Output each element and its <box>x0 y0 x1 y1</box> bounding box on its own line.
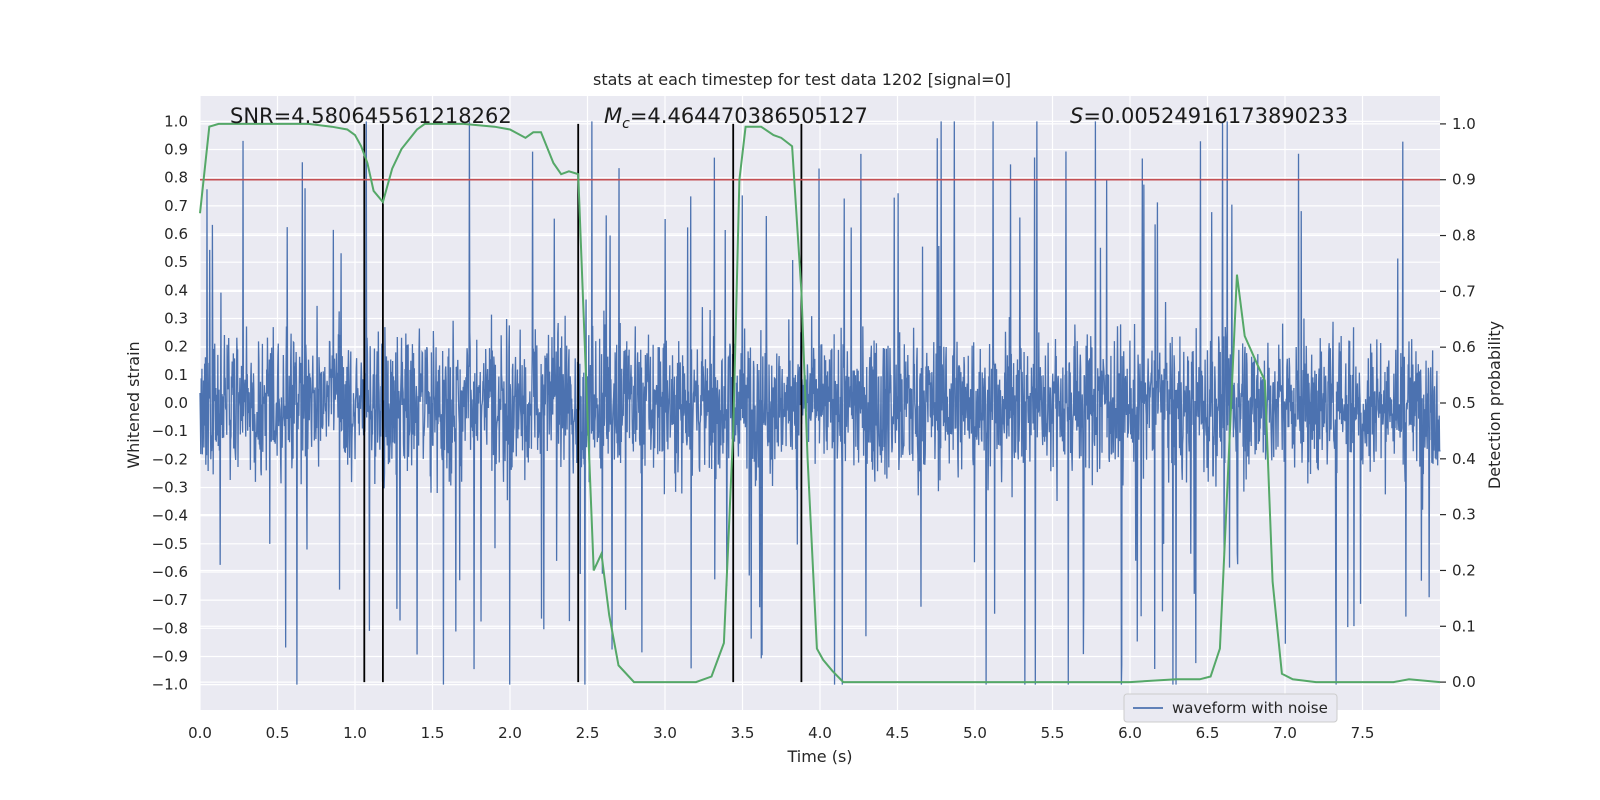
x-tick-label-5: 2.5 <box>576 724 600 742</box>
left-y-tick-label-9: 0.1 <box>164 366 188 384</box>
right-y-tick-label-6: 0.4 <box>1452 450 1476 468</box>
x-tick-label-0: 0.0 <box>188 724 212 742</box>
x-tick-label-7: 3.5 <box>731 724 755 742</box>
right-y-tick-label-8: 0.2 <box>1452 561 1476 579</box>
right-y-tick-label-4: 0.6 <box>1452 338 1476 356</box>
detection-probability-series <box>199 122 1441 684</box>
waveform-line <box>199 121 1441 685</box>
x-tick-label-15: 7.5 <box>1351 724 1375 742</box>
left-y-tick-label-10: 0.0 <box>164 394 188 412</box>
s-value: =0.00524916173890233 <box>1083 104 1348 128</box>
x-tick-label-11: 5.5 <box>1041 724 1065 742</box>
left-y-tick-label-20: −1.0 <box>152 676 188 694</box>
x-tick-label-10: 5.0 <box>963 724 987 742</box>
left-y-tick-label-6: 0.4 <box>164 281 188 299</box>
right-y-tick-label-3: 0.7 <box>1452 282 1476 300</box>
left-y-tick-label-13: −0.3 <box>152 478 188 496</box>
left-y-tick-label-17: −0.7 <box>152 591 188 609</box>
left-y-tick-label-18: −0.8 <box>152 619 188 637</box>
right-y-axis-label: Detection probability <box>1485 321 1504 489</box>
left-y-tick-label-0: 1.0 <box>164 112 188 130</box>
x-tick-label-8: 4.0 <box>808 724 832 742</box>
snr-annotation: SNR=4.580645561218262 <box>230 104 512 128</box>
chirp-mass-annotation: Mc=4.464470386505127 <box>604 104 868 132</box>
legend-label: waveform with noise <box>1172 699 1328 717</box>
legend-box <box>1123 693 1338 723</box>
left-y-tick-label-15: −0.5 <box>152 535 188 553</box>
left-y-tick-label-7: 0.3 <box>164 310 188 328</box>
x-tick-label-6: 3.0 <box>653 724 677 742</box>
detection-probability-line <box>199 122 1441 684</box>
left-y-tick-label-14: −0.4 <box>152 507 188 525</box>
right-y-tick-label-5: 0.5 <box>1452 394 1476 412</box>
right-y-tick-label-2: 0.8 <box>1452 227 1476 245</box>
legend: waveform with noise <box>1123 693 1338 723</box>
right-y-axis-ticks: 1.0 0.9 0.8 0.7 0.6 0.5 0.4 0.3 0.2 0.1 0.0 <box>1440 115 1476 691</box>
chirp-mass-subscript: c <box>622 116 630 132</box>
x-tick-label-4: 2.0 <box>498 724 522 742</box>
left-y-tick-label-4: 0.6 <box>164 225 188 243</box>
x-tick-label-3: 1.5 <box>421 724 445 742</box>
left-y-tick-label-2: 0.8 <box>164 169 188 187</box>
left-y-tick-label-11: −0.1 <box>152 422 188 440</box>
x-tick-label-2: 1.0 <box>343 724 367 742</box>
x-tick-label-9: 4.5 <box>886 724 910 742</box>
x-axis-label: Time (s) <box>786 747 852 766</box>
waveform-series <box>199 121 1441 685</box>
chirp-mass-symbol: M <box>604 104 622 128</box>
right-y-tick-label-7: 0.3 <box>1452 506 1476 524</box>
s-symbol: S <box>1070 104 1083 128</box>
x-axis-ticks: 0.0 0.5 1.0 1.5 2.0 2.5 3.0 3.5 4.0 4.5 5.0 5.5 6.0 6… <box>188 724 1374 742</box>
left-y-tick-label-8: 0.2 <box>164 338 188 356</box>
left-y-tick-label-12: −0.2 <box>152 450 188 468</box>
left-y-tick-label-19: −0.9 <box>152 647 188 665</box>
s-annotation: S=0.00524916173890233 <box>1070 104 1348 128</box>
x-tick-label-14: 7.0 <box>1273 724 1297 742</box>
x-tick-label-1: 0.5 <box>266 724 290 742</box>
right-y-tick-label-1: 0.9 <box>1452 171 1476 189</box>
left-y-axis-label: Whitened strain <box>124 341 143 468</box>
left-y-tick-label-5: 0.5 <box>164 253 188 271</box>
chart-title: stats at each timestep for test data 120… <box>593 70 1011 89</box>
left-y-tick-label-3: 0.7 <box>164 197 188 215</box>
left-y-tick-label-1: 0.9 <box>164 141 188 159</box>
left-y-axis-ticks: 1.0 0.9 0.8 0.7 0.6 0.5 0.4 0.3 0.2 0.1 0.0 −0.1 −0.… <box>152 112 188 693</box>
x-tick-label-12: 6.0 <box>1118 724 1142 742</box>
x-tick-label-13: 6.5 <box>1196 724 1220 742</box>
right-y-tick-label-10: 0.0 <box>1452 673 1476 691</box>
left-y-tick-label-16: −0.6 <box>152 563 188 581</box>
right-y-tick-label-9: 0.1 <box>1452 617 1476 635</box>
chirp-mass-value: =4.464470386505127 <box>630 104 868 128</box>
right-y-tick-label-0: 1.0 <box>1452 115 1476 133</box>
